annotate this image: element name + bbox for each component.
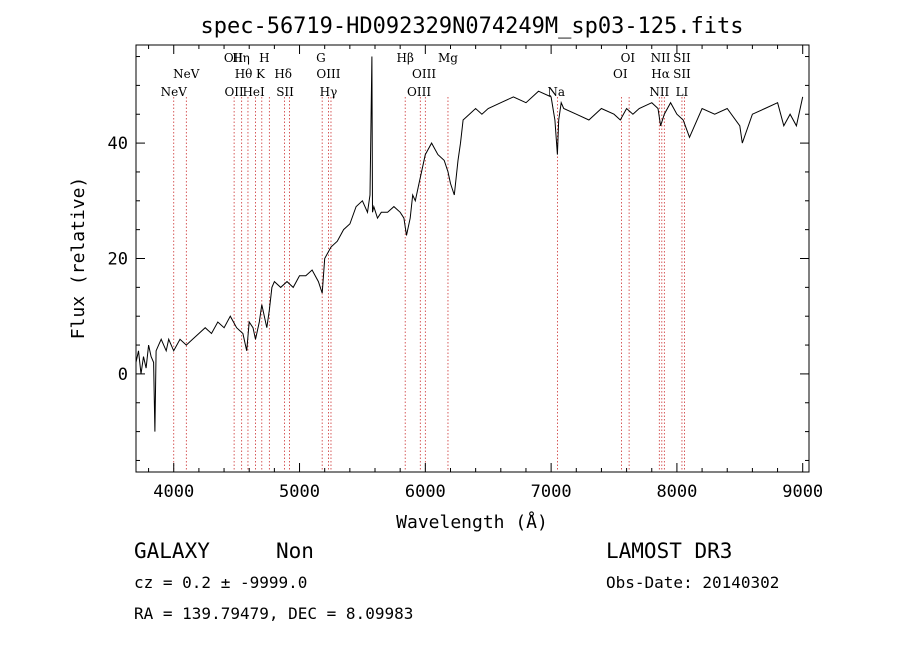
- spectral-line-label: OI: [621, 51, 636, 65]
- spectral-line-label: Hθ: [235, 67, 253, 81]
- object-subclass: Non: [276, 539, 314, 563]
- spectral-line-label: OIII: [316, 67, 340, 81]
- spectral-line-label: Mg: [438, 51, 458, 65]
- x-tick-label: 6000: [405, 482, 446, 502]
- y-tick-label: 0: [118, 365, 128, 385]
- spectral-line-label: OII: [224, 85, 244, 99]
- x-tick-label: 9000: [782, 482, 823, 502]
- spectral-line-label: HeI: [242, 85, 265, 99]
- spectral-line-label: Hα: [651, 67, 670, 81]
- spectral-line-label: K: [256, 67, 266, 81]
- survey-name: LAMOST DR3: [606, 539, 732, 563]
- spectral-line-label: Hγ: [320, 85, 338, 99]
- observation-date: Obs-Date: 20140302: [606, 573, 779, 592]
- spectral-line-label: H: [259, 51, 269, 65]
- x-tick-label: 8000: [656, 482, 697, 502]
- y-axis-ticks: 0 20 40: [108, 56, 809, 461]
- x-axis-label: Wavelength (Å): [396, 511, 548, 533]
- y-axis-label: Flux (relative): [68, 177, 89, 340]
- spectral-line-label: SII: [673, 51, 691, 65]
- spectral-line-markers: [173, 97, 685, 472]
- spectral-line-label: OI: [613, 67, 628, 81]
- redshift-cz: cz = 0.2 ± -9999.0: [134, 573, 307, 592]
- spectral-line-label: G: [316, 51, 326, 65]
- spectral-line-label: Hη: [232, 51, 250, 65]
- spectral-line-label: NII: [651, 51, 671, 65]
- spectral-line-label: Hδ: [274, 67, 292, 81]
- x-tick-label: 7000: [531, 482, 572, 502]
- spectral-line-label: NeV: [161, 85, 188, 99]
- spectrum-series-line: [135, 56, 804, 432]
- object-class: GALAXY: [134, 539, 210, 563]
- spectral-line-label: OIII: [407, 85, 431, 99]
- y-tick-label: 40: [108, 134, 128, 154]
- x-axis-ticks: 4000 5000 6000 7000 8000 9000: [148, 45, 823, 502]
- spectral-line-label: NeV: [173, 67, 200, 81]
- chart-title: spec-56719-HD092329N074249M_sp03-125.fit…: [200, 14, 743, 39]
- spectral-line-label: NII: [649, 85, 669, 99]
- x-tick-label: 4000: [153, 482, 194, 502]
- spectral-line-label: Hβ: [396, 51, 413, 65]
- spectral-line-label: OIII: [412, 67, 436, 81]
- spectral-line-label: OII: [224, 51, 244, 65]
- y-tick-label: 20: [108, 250, 128, 270]
- plot-frame: [135, 44, 810, 473]
- x-tick-label: 5000: [279, 482, 320, 502]
- spectral-line-label: Na: [547, 85, 565, 99]
- spectral-line-label: LI: [676, 85, 689, 99]
- spectral-line-label: SII: [276, 85, 294, 99]
- spectral-line-label: SII: [673, 67, 691, 81]
- ra-dec: RA = 139.79479, DEC = 8.09983: [134, 604, 413, 623]
